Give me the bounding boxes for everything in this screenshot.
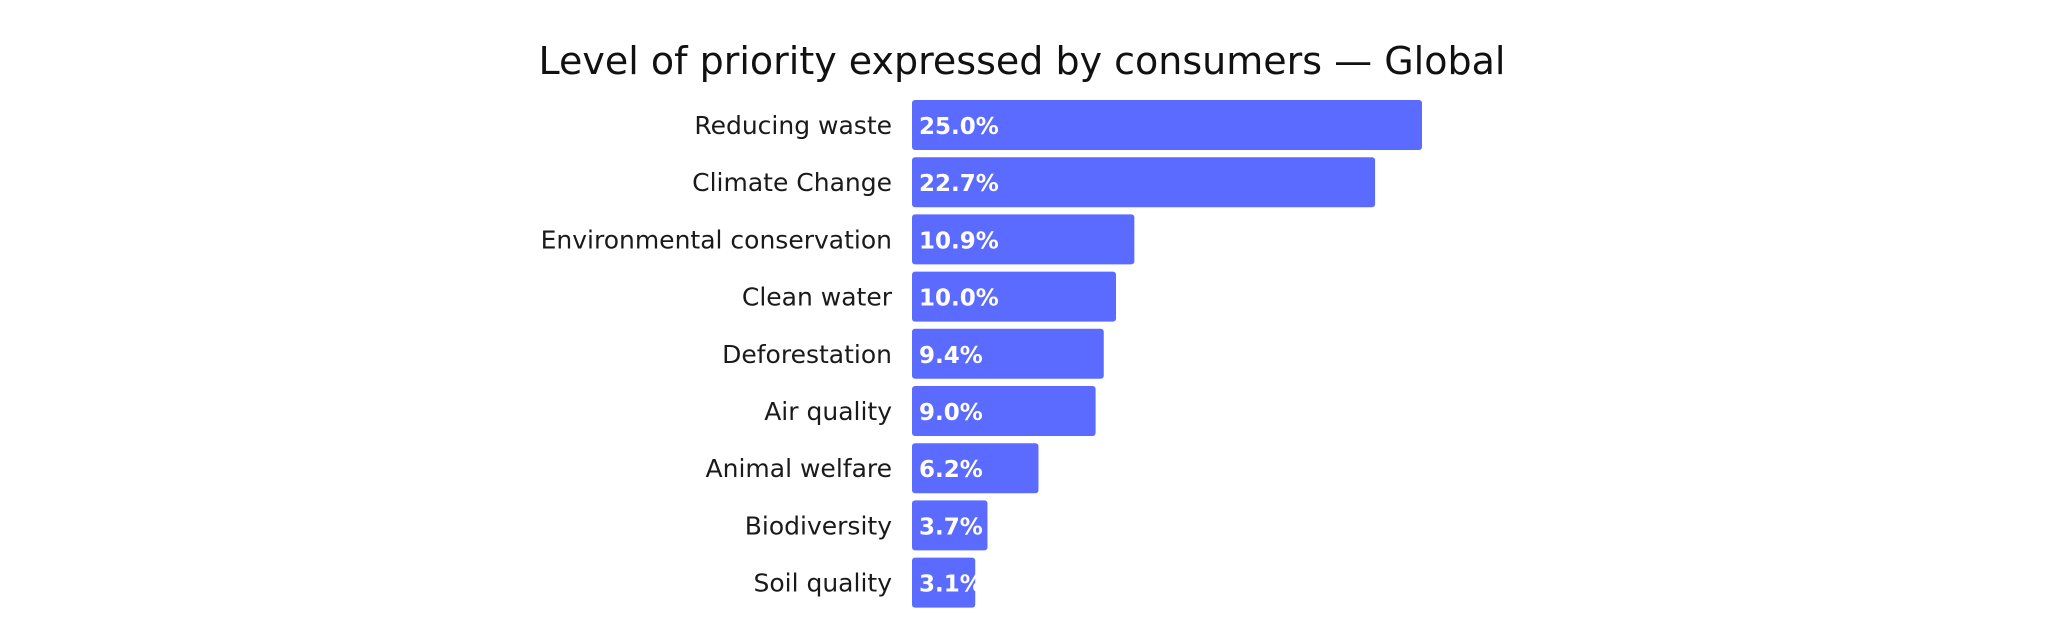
bar <box>912 100 1422 150</box>
bar-row: Soil quality 3.1% <box>753 557 983 608</box>
bar <box>912 328 1104 379</box>
bar-row: Deforestation 9.4% <box>722 328 1104 379</box>
category-label: Biodiversity <box>745 511 892 540</box>
bar <box>912 443 1039 494</box>
category-label: Reducing waste <box>694 111 892 140</box>
bar-row: Biodiversity 3.7% <box>745 500 988 551</box>
value-label: 25.0% <box>919 114 999 140</box>
bar-row: Animal welfare 6.2% <box>706 443 1039 494</box>
value-label: 3.1% <box>919 572 983 598</box>
value-label: 9.4% <box>919 343 983 369</box>
category-label: Climate Change <box>692 168 892 197</box>
category-label: Deforestation <box>722 340 892 369</box>
value-label: 6.2% <box>919 457 983 483</box>
bar <box>912 386 1096 436</box>
bar-row: Environmental conservation 10.9% <box>541 214 1135 265</box>
bars-layer: Reducing waste 25.0% Climate Change 22.7% En… <box>541 100 1422 608</box>
category-label: Environmental conservation <box>541 225 892 254</box>
bar-row: Climate Change 22.7% <box>692 157 1376 208</box>
bar <box>912 557 976 608</box>
bar-row: Reducing waste 25.0% <box>694 100 1422 150</box>
category-label: Clean water <box>742 283 893 312</box>
value-label: 10.9% <box>919 228 999 254</box>
bar <box>912 157 1376 208</box>
bar-row: Air quality 9.0% <box>764 386 1096 436</box>
bar <box>912 214 1135 265</box>
value-label: 22.7% <box>919 171 999 197</box>
bar <box>912 271 1116 322</box>
value-label: 3.7% <box>919 514 983 540</box>
bar <box>912 500 988 551</box>
category-label: Soil quality <box>753 569 892 598</box>
value-label: 10.0% <box>919 286 999 312</box>
category-label: Air quality <box>764 397 892 426</box>
chart-title: Level of priority expressed by consumers… <box>539 39 1506 83</box>
value-label: 9.0% <box>919 400 983 426</box>
category-label: Animal welfare <box>706 454 892 483</box>
bar-row: Clean water 10.0% <box>742 271 1116 322</box>
